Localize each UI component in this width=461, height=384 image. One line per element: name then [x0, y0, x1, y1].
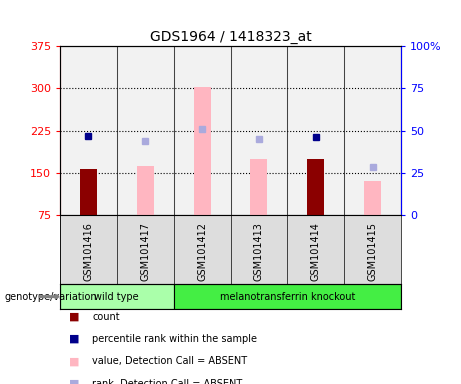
Bar	[250, 159, 267, 215]
Title: GDS1964 / 1418323_at: GDS1964 / 1418323_at	[150, 30, 311, 44]
Text: melanotransferrin knockout: melanotransferrin knockout	[220, 291, 355, 302]
Bar	[307, 159, 324, 215]
Text: rank, Detection Call = ABSENT: rank, Detection Call = ABSENT	[92, 379, 242, 384]
Text: count: count	[92, 312, 120, 322]
Bar	[230, 46, 287, 215]
Text: ■: ■	[69, 334, 80, 344]
Bar	[364, 181, 381, 215]
Text: ■: ■	[69, 356, 80, 366]
Bar	[136, 166, 154, 215]
Text: ■: ■	[69, 312, 80, 322]
Text: wild type: wild type	[95, 291, 139, 302]
Bar	[60, 284, 174, 309]
Bar	[174, 284, 401, 309]
Bar	[174, 46, 230, 215]
Bar	[287, 46, 344, 215]
Text: GSM101413: GSM101413	[254, 222, 264, 281]
Text: GSM101417: GSM101417	[140, 222, 150, 281]
Text: value, Detection Call = ABSENT: value, Detection Call = ABSENT	[92, 356, 247, 366]
Bar	[194, 87, 211, 215]
Text: GSM101412: GSM101412	[197, 222, 207, 281]
Bar	[344, 46, 401, 215]
Text: GSM101414: GSM101414	[311, 222, 321, 281]
Text: genotype/variation: genotype/variation	[5, 291, 97, 302]
Text: GSM101415: GSM101415	[367, 222, 378, 281]
Text: percentile rank within the sample: percentile rank within the sample	[92, 334, 257, 344]
Bar	[117, 46, 174, 215]
Bar	[80, 169, 97, 215]
Bar	[60, 46, 117, 215]
Text: ■: ■	[69, 379, 80, 384]
Text: GSM101416: GSM101416	[83, 222, 94, 281]
